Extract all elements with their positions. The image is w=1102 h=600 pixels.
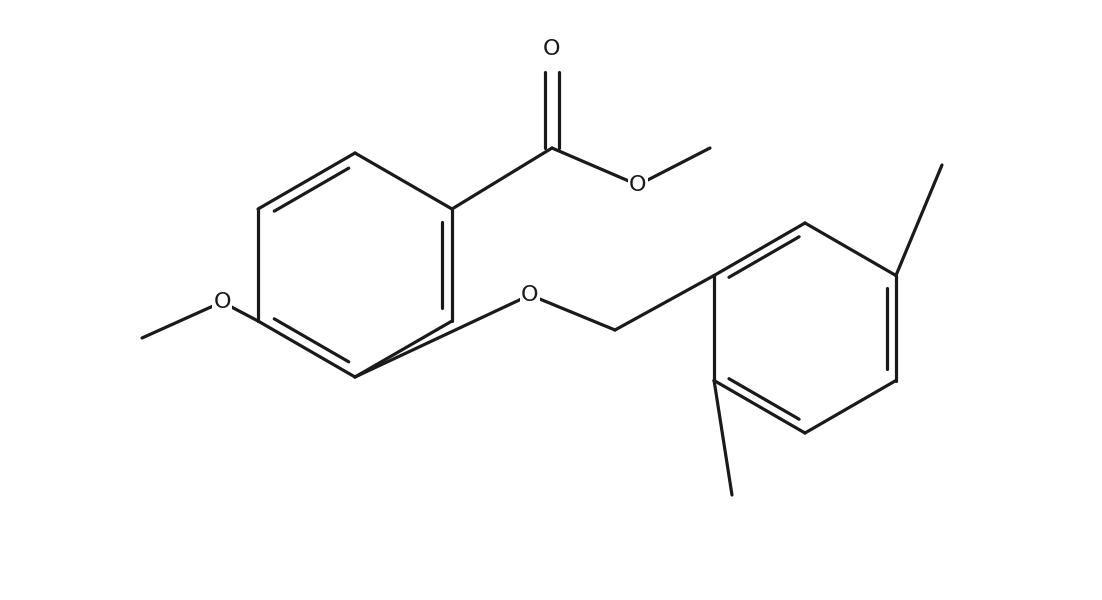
Text: O: O xyxy=(521,285,539,305)
Text: O: O xyxy=(629,175,647,195)
Text: O: O xyxy=(543,39,561,59)
Text: O: O xyxy=(214,292,230,312)
